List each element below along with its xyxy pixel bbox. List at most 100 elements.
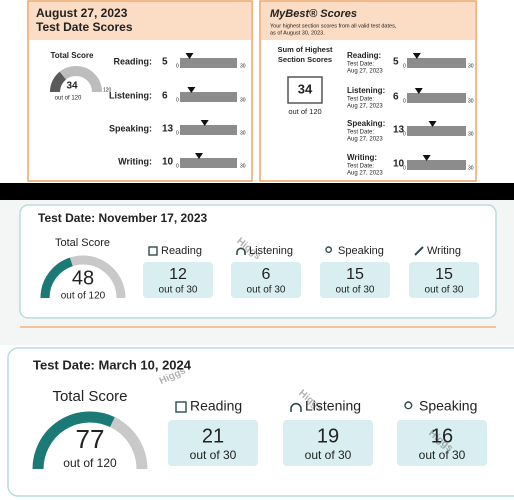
test-date: Aug 27, 2023 — [347, 171, 383, 177]
out-of: out of 30 — [419, 448, 466, 462]
section-name: Speaking: — [347, 119, 385, 128]
scale-max: 30 — [468, 131, 474, 137]
score-bar — [180, 158, 237, 168]
scale-min: 0 — [403, 98, 406, 104]
card-title: MyBest® Scores — [270, 8, 357, 20]
section-score: 16 — [431, 425, 453, 447]
scale-max: 30 — [468, 98, 474, 104]
section-name: Writing — [427, 245, 461, 257]
score-box — [168, 420, 258, 466]
icon — [414, 246, 424, 256]
score-marker — [200, 120, 209, 126]
panel-title: Test Date: March 10, 2024 — [33, 357, 192, 372]
out-of: out of 30 — [305, 448, 352, 462]
total-label: Total Score — [52, 388, 127, 405]
black-band — [0, 183, 514, 200]
score-bar — [180, 58, 237, 68]
out-of: out of 30 — [247, 285, 286, 296]
total-label: Total Score — [51, 51, 95, 60]
card — [7, 347, 514, 497]
scale-max: 30 — [240, 163, 246, 169]
section-score: 12 — [169, 266, 187, 283]
score-marker — [428, 121, 437, 127]
out-of: out of 30 — [336, 285, 375, 296]
section-name: Reading: — [347, 51, 381, 60]
sum-box — [287, 76, 323, 104]
score-bar — [180, 92, 237, 102]
score-bar — [407, 93, 466, 103]
card-note: Your highest section scores from all val… — [270, 23, 397, 29]
card-title: August 27, 2023 — [36, 6, 128, 20]
total-label: Total Score — [55, 237, 110, 249]
scale-min: 0 — [403, 165, 406, 171]
section-name: Listening — [305, 398, 361, 414]
score-box — [320, 262, 390, 298]
section-name: Writing: — [118, 156, 152, 166]
gauge-arc — [50, 71, 67, 93]
total-score: 34 — [66, 81, 78, 92]
scale-min: 0 — [403, 63, 406, 69]
scale-min: 0 — [176, 130, 179, 136]
score-marker — [412, 53, 421, 59]
icon — [148, 246, 158, 256]
card-header — [29, 2, 251, 40]
score-marker — [195, 153, 203, 159]
icon — [404, 401, 413, 410]
out-of: out of 120 — [61, 291, 106, 302]
card-subtitle: Test Date Scores — [36, 20, 133, 34]
gauge-arc — [32, 411, 115, 470]
scale-min: 0 — [403, 131, 406, 137]
scale-max: 30 — [240, 130, 246, 136]
section-score: 13 — [393, 125, 405, 136]
section-name: Listening: — [109, 90, 152, 100]
gauge-max: 120 — [103, 87, 112, 93]
score-bar — [407, 160, 466, 170]
scale-min: 0 — [176, 97, 179, 103]
test-date: Aug 27, 2023 — [347, 69, 383, 75]
panel-title: Test Date: November 17, 2023 — [38, 211, 208, 225]
section-name: Reading — [161, 245, 202, 257]
scale-min: 0 — [176, 63, 179, 69]
section-name: Writing: — [347, 153, 377, 162]
score-bar — [180, 125, 237, 135]
section-score: 19 — [317, 425, 339, 447]
section-name: Speaking — [338, 245, 384, 257]
section-name: Reading: — [113, 56, 152, 66]
score-box — [231, 262, 301, 298]
score-bar — [407, 126, 466, 136]
out-of: out of 30 — [190, 448, 237, 462]
scale-max: 30 — [240, 97, 246, 103]
icon — [290, 402, 302, 412]
score-box — [397, 420, 487, 466]
score-marker — [187, 87, 196, 93]
score-bar — [407, 58, 466, 68]
sum-label: Section Scores — [278, 55, 332, 64]
out-of: out of 120 — [63, 456, 117, 470]
score-box — [143, 262, 213, 298]
section-score: 6 — [162, 91, 168, 102]
section-score: 15 — [346, 266, 364, 283]
score-box — [409, 262, 479, 298]
total-score: 77 — [76, 424, 105, 454]
scale-max: 30 — [468, 63, 474, 69]
section-score: 15 — [435, 266, 453, 283]
section-score: 10 — [393, 159, 405, 170]
test-date: Aug 27, 2023 — [347, 104, 383, 110]
sum-score: 34 — [298, 81, 313, 96]
icon — [175, 401, 187, 413]
out-of: out of 120 — [55, 96, 82, 102]
section-score: 6 — [393, 92, 399, 103]
icon — [236, 247, 246, 255]
section-name: Reading — [190, 398, 242, 414]
section-score: 10 — [162, 157, 174, 168]
total-score: 48 — [72, 267, 94, 289]
gauge-arc — [40, 257, 73, 299]
out-of: out of 120 — [288, 107, 321, 116]
icon — [325, 246, 333, 254]
section-score: 5 — [162, 57, 168, 68]
section-score: 13 — [162, 124, 174, 135]
sum-label: Sum of Highest — [277, 45, 333, 54]
test-date: Aug 27, 2023 — [347, 137, 383, 143]
score-marker — [414, 88, 423, 94]
